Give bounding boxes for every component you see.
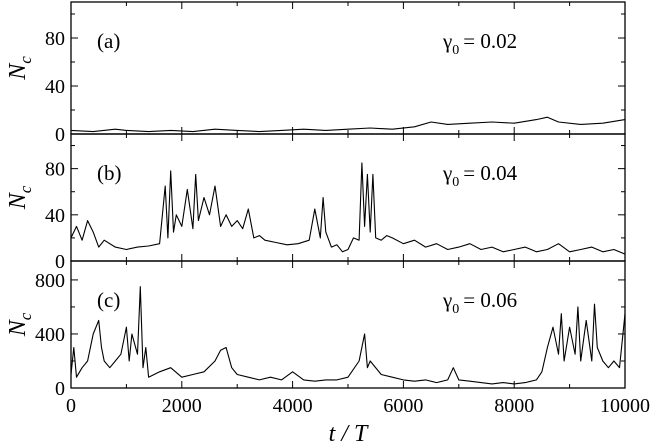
series-line-a	[70, 116, 626, 133]
y-tick-label: 0	[55, 124, 65, 146]
gamma-value: = 0.04	[463, 161, 517, 185]
gamma-annotation: γ0 = 0.04	[442, 161, 518, 190]
gamma-annotation: γ0 = 0.06	[442, 288, 517, 317]
panel-b-frame	[70, 133, 626, 262]
x-axis-title: t / T	[329, 421, 369, 445]
y-tick-label: 40	[45, 205, 65, 227]
gamma-annotation: γ0 = 0.02	[442, 29, 517, 58]
y-tick-label: 800	[35, 270, 65, 292]
x-tick-label: 6000	[383, 395, 423, 417]
y-tick-label: 80	[45, 159, 65, 181]
series-line-b	[70, 162, 626, 255]
gamma-symbol: γ	[442, 29, 452, 53]
y-axis-title-main: N	[5, 62, 31, 81]
x-tick-label: 2000	[162, 395, 202, 417]
y-axis-title-sub: c	[16, 312, 35, 320]
gamma-value: = 0.02	[463, 29, 517, 53]
y-axis-title: Nc	[5, 185, 35, 210]
y-tick-label: 80	[45, 28, 65, 50]
y-axis-title-main: N	[5, 318, 31, 337]
series-line-c	[70, 286, 626, 385]
x-tick-label: 8000	[494, 395, 534, 417]
gamma-symbol: γ	[442, 161, 452, 185]
x-tick-label: 4000	[273, 395, 313, 417]
y-tick-label: 0	[55, 251, 65, 273]
y-axis-title-sub: c	[16, 56, 35, 64]
y-axis-title: Nc	[5, 56, 35, 81]
y-axis-title-sub: c	[16, 185, 35, 193]
gamma-value: = 0.06	[463, 288, 517, 312]
y-tick-label: 400	[35, 324, 65, 346]
gamma-subscript: 0	[452, 302, 459, 317]
gamma-subscript: 0	[452, 175, 459, 190]
x-tick-label: 10000	[600, 395, 650, 417]
y-tick-label: 40	[45, 76, 65, 98]
panel-label: (c)	[97, 288, 120, 312]
y-axis-title-main: N	[5, 191, 31, 210]
panel-label: (b)	[97, 161, 122, 185]
panel-c-frame	[70, 260, 626, 389]
y-tick-label: 0	[55, 378, 65, 400]
gamma-subscript: 0	[452, 43, 459, 58]
panel-label: (a)	[97, 29, 120, 53]
y-axis-title: Nc	[5, 312, 35, 337]
panel-a-frame	[70, 1, 626, 135]
gamma-symbol: γ	[442, 288, 452, 312]
x-tick-labels: 0 2000 4000 6000 8000 10000	[66, 395, 650, 417]
x-tick-label: 0	[66, 395, 76, 417]
